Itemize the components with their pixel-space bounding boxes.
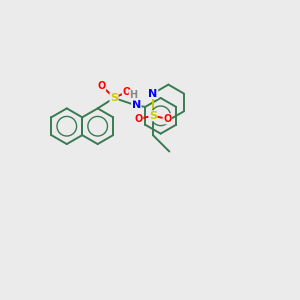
Text: O: O (98, 80, 106, 91)
Text: S: S (149, 111, 157, 121)
Text: S: S (110, 93, 118, 103)
Text: O: O (122, 87, 130, 97)
Text: O: O (135, 114, 143, 124)
Text: N: N (148, 88, 158, 98)
Text: H: H (129, 90, 137, 100)
Text: O: O (163, 114, 171, 124)
Text: N: N (132, 100, 141, 110)
